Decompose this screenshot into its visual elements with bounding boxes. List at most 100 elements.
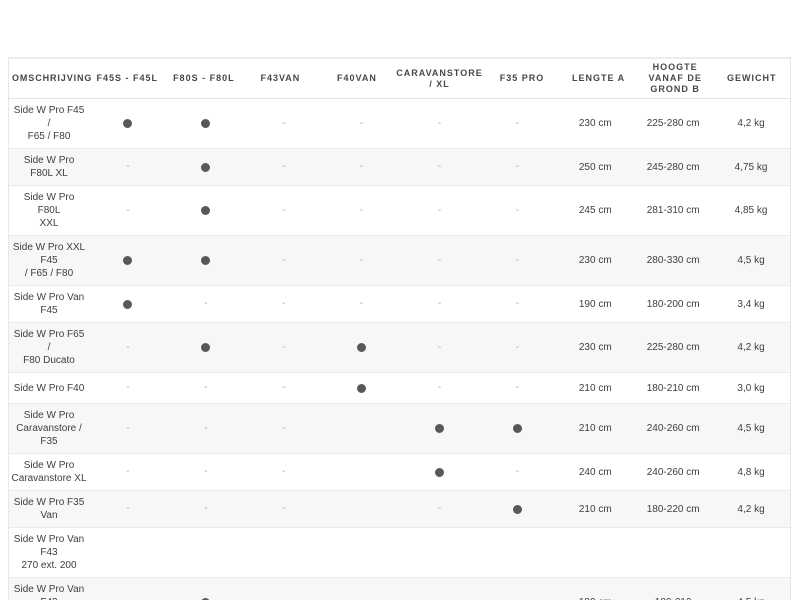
compatibility-cell: - [478, 578, 556, 600]
compatibility-cell: - [401, 491, 479, 527]
product-name-cell: Side W Pro Caravanstore XL [11, 460, 87, 484]
table-row: Side W Pro F45 / F65 / F80 - - - - 230 cm 225-… [9, 99, 790, 148]
value-cell: 180 cm [556, 578, 634, 600]
empty-cell [323, 528, 401, 577]
empty-cell [89, 528, 167, 577]
compatibility-cell: - [478, 373, 556, 403]
column-header-f45s-f45l: F45S - F45L [96, 73, 159, 83]
value-cell: 210 cm [578, 423, 612, 434]
table-row: Side W Pro Van F43 270 ext. 225 - - - - 180 c… [9, 577, 790, 600]
dash-icon: - [515, 382, 520, 393]
dash-icon: - [126, 161, 130, 172]
dash-icon: - [515, 161, 520, 172]
column-header-f35-pro: F35 PRO [499, 73, 545, 83]
dash-icon: - [437, 503, 442, 514]
table-row: Side W Pro XXL F45 / F65 / F80 - - - - 230 cm… [9, 235, 790, 285]
compatibility-cell: - [401, 149, 479, 185]
compatibility-cell: - [478, 236, 556, 285]
value-cell: 4,8 kg [737, 466, 765, 478]
compatibility-cell: - [89, 491, 167, 527]
compatibility-cell: - [167, 373, 245, 403]
dash-icon: - [437, 254, 442, 266]
dash-icon: - [437, 204, 442, 216]
column-header-f80s-f80l: F80S - F80L [173, 73, 235, 83]
dash-icon: - [437, 382, 442, 393]
compatible-dot-icon [123, 299, 133, 309]
value-cell: 225-280 cm [646, 342, 700, 353]
value-cell: 230 cm [578, 118, 612, 129]
column-header-f43van: F43VAN [260, 73, 301, 83]
compatibility-cell [167, 186, 245, 235]
dash-icon: - [282, 503, 286, 514]
product-name-cell: Side W Pro F35 Van [13, 497, 85, 521]
value-cell: 180-210 [634, 578, 712, 600]
product-name-cell: Side W Pro Van F45 [13, 292, 85, 316]
value-cell: 280-330 cm [646, 255, 700, 266]
value-cell: 210 cm [578, 382, 612, 394]
column-header-lengte-a: LENGTE A [572, 73, 626, 83]
table-row: Side W Pro Caravanstore / F35 - - - 210 cm 24… [9, 403, 790, 453]
value-cell: 230 cm [578, 342, 612, 353]
compatible-dot-icon [123, 119, 133, 128]
compatibility-cell: - [478, 323, 556, 372]
compatibility-cell: - [401, 186, 479, 235]
value-cell: 4,2 kg [737, 118, 765, 129]
compatible-dot-icon [201, 206, 211, 215]
dash-icon: - [204, 422, 208, 434]
compatibility-cell: - [323, 578, 401, 600]
dash-icon: - [437, 161, 442, 172]
product-name-cell: Side W Pro XXL F45 / F65 / F80 [12, 242, 86, 279]
dash-icon: - [282, 298, 286, 309]
dash-icon: - [282, 422, 286, 434]
compatibility-cell: - [245, 373, 323, 403]
table-row: Side W Pro F80L XXL - - - - - 245 cm 281-310 cm… [9, 185, 790, 235]
value-cell: 180-210 cm [646, 382, 700, 394]
compatibility-cell: - [245, 323, 323, 372]
value-cell: 240-260 cm [646, 466, 700, 478]
compatible-dot-icon [512, 504, 522, 514]
column-header-hoogte-vanaf-de-grond-b: HOOGTE VANAF DE GROND B [648, 62, 702, 94]
value-cell: 4,5 kg [712, 578, 790, 600]
dash-icon: - [126, 422, 130, 434]
compatibility-cell: - [245, 99, 323, 148]
compatible-dot-icon [123, 256, 133, 265]
product-name-cell: Side W Pro Van F43 270 ext. 225 [13, 584, 85, 600]
empty-cell [401, 528, 479, 577]
value-cell: 230 cm [578, 255, 612, 266]
compatibility-cell [167, 99, 245, 148]
value-cell: 4,2 kg [737, 503, 765, 515]
compatibility-cell: - [245, 286, 323, 322]
empty-cell [556, 528, 634, 577]
compatibility-cell: - [167, 404, 245, 453]
value-cell: 240 cm [578, 466, 612, 478]
compatibility-cell: - [478, 149, 556, 185]
compatibility-cell: - [401, 236, 479, 285]
compatible-dot-icon [201, 162, 211, 172]
compatibility-cell [89, 286, 167, 322]
product-name-cell: Side W Pro F65 / F80 Ducato [13, 329, 85, 366]
table-row: Side W Pro Caravanstore XL - - - - 240 cm 240-… [9, 453, 790, 490]
compatibility-cell: - [89, 373, 167, 403]
compatibility-cell [478, 404, 556, 453]
dash-icon: - [515, 204, 520, 216]
dash-icon: - [126, 503, 130, 514]
compatible-dot-icon [512, 424, 522, 433]
value-cell: 190 cm [578, 298, 612, 310]
product-name-cell: Side W Pro F80L XXL [23, 192, 75, 229]
compatibility-cell: - [167, 454, 245, 490]
value-cell: 180-200 cm [646, 298, 700, 310]
value-cell: 245-280 cm [646, 161, 700, 173]
dash-icon: - [360, 597, 363, 600]
value-cell: 210 cm [578, 503, 612, 515]
dash-icon: - [204, 382, 208, 393]
compatibility-cell [89, 99, 167, 148]
value-cell: 180-220 cm [646, 503, 700, 515]
dash-icon: - [516, 597, 519, 600]
compatibility-cell [478, 491, 556, 527]
value-cell: 3,4 kg [737, 298, 765, 310]
compatibility-cell: - [478, 99, 556, 148]
dash-icon: - [359, 204, 364, 216]
dash-icon: - [282, 466, 286, 477]
empty-cell [323, 454, 401, 490]
dash-icon: - [204, 466, 208, 477]
